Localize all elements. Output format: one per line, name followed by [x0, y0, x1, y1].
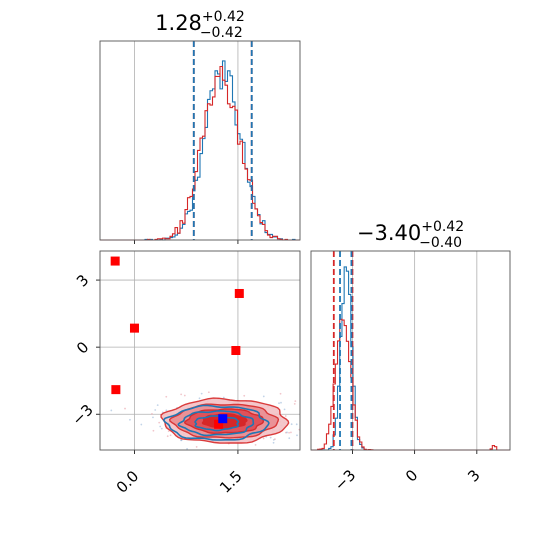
- red-marker: [110, 256, 120, 266]
- sample-point: [165, 409, 168, 412]
- y-tick-label: −3: [69, 401, 97, 429]
- sample-point: [350, 411, 352, 413]
- sample-point: [140, 423, 143, 426]
- x-tick-label: 0.0: [113, 467, 143, 497]
- sample-point: [167, 430, 170, 433]
- sample-point: [186, 447, 188, 450]
- sample-point: [290, 423, 293, 426]
- panel-contour: 0.0 1.5 −3 0 3: [69, 251, 352, 497]
- sample-point: [286, 431, 288, 434]
- sample-point: [158, 421, 161, 424]
- sample-point: [273, 438, 276, 441]
- sample-point: [160, 427, 163, 430]
- x-tick-label: 0: [402, 466, 421, 485]
- sample-point: [124, 407, 126, 410]
- sample-point: [337, 420, 339, 422]
- sample-point: [154, 409, 157, 411]
- sample-point: [159, 425, 162, 428]
- sample-point: [288, 431, 290, 434]
- sample-point: [151, 413, 153, 415]
- y-tick-label: 0: [73, 338, 92, 357]
- red-marker: [111, 385, 121, 395]
- sample-point: [262, 437, 265, 440]
- blue-contour-level: [177, 409, 255, 437]
- sample-point: [207, 391, 210, 394]
- blue-contour-level: [162, 404, 270, 441]
- sample-point: [180, 393, 183, 396]
- x-tick-label: 1.5: [216, 467, 246, 497]
- sample-point: [200, 392, 203, 395]
- title-lower: −0.42: [200, 25, 243, 41]
- sample-point: [293, 402, 296, 405]
- sample-point: [276, 453, 278, 455]
- red-marker: [214, 419, 224, 429]
- sample-point: [262, 395, 265, 398]
- sample-point: [110, 409, 113, 412]
- sample-point: [272, 441, 275, 444]
- sample-point: [279, 392, 282, 395]
- title-upper: +0.42: [421, 219, 464, 235]
- y-tick-label: 3: [73, 271, 92, 290]
- sample-point: [166, 435, 169, 438]
- sample-point: [295, 423, 298, 426]
- axes-frame-right: [310, 250, 511, 451]
- sample-point: [198, 397, 201, 400]
- sample-point: [294, 400, 297, 403]
- sample-point: [243, 394, 246, 397]
- red-marker: [129, 323, 139, 333]
- axes-frame-top: [99, 40, 301, 241]
- sample-point: [284, 415, 287, 417]
- sample-point: [180, 439, 183, 442]
- sample-point: [283, 408, 286, 411]
- sample-point: [195, 446, 198, 448]
- sample-point: [290, 431, 292, 434]
- sample-point: [169, 434, 172, 437]
- blue-marker: [218, 414, 228, 424]
- contour-plot-area: [100, 251, 352, 455]
- sample-point: [152, 416, 154, 419]
- sample-point: [269, 436, 272, 439]
- panel-title-1: 1.28+0.42 −0.42: [155, 9, 245, 41]
- panel-top-histogram: 1.28+0.42 −0.42: [100, 9, 300, 244]
- x-tick-label: 3: [464, 466, 483, 485]
- title-value: −3.40: [357, 221, 421, 245]
- sample-point: [152, 429, 155, 432]
- sample-point: [296, 434, 298, 437]
- sample-point: [288, 437, 291, 440]
- title-value: 1.28: [155, 11, 202, 35]
- panel-right-histogram: −3.40+0.42 −0.40 −3 0 3: [311, 219, 510, 494]
- axes-frame-contour: [99, 250, 301, 451]
- red-marker: [234, 288, 244, 298]
- sample-point: [156, 404, 159, 407]
- sample-point: [129, 418, 131, 421]
- x-tick-label: −3: [331, 466, 359, 494]
- red-marker: [231, 346, 241, 355]
- sample-point: [323, 426, 325, 428]
- title-upper: +0.42: [202, 9, 245, 25]
- sample-point: [254, 443, 257, 446]
- title-lower: −0.40: [419, 235, 462, 251]
- sample-point: [183, 394, 186, 397]
- sample-point: [222, 396, 225, 399]
- sample-point: [301, 403, 303, 405]
- histogram-red: [311, 318, 510, 451]
- sample-point: [280, 401, 282, 404]
- sample-point: [278, 402, 280, 405]
- sample-point: [341, 427, 343, 429]
- sample-point: [320, 433, 322, 435]
- sample-point: [165, 395, 168, 398]
- panel-title-2: −3.40+0.42 −0.40: [357, 219, 464, 251]
